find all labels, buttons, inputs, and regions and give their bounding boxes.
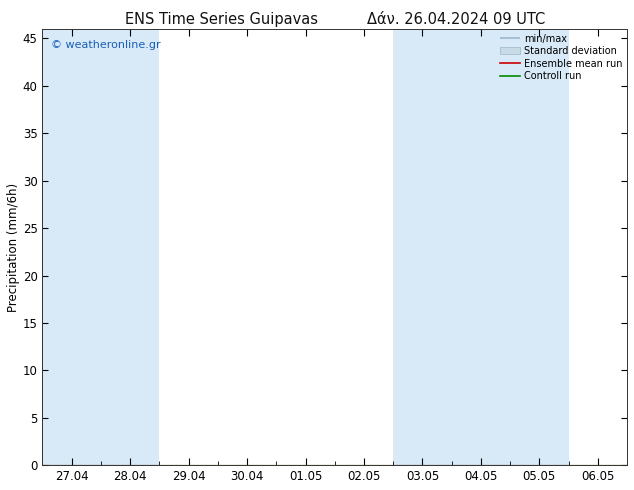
Bar [510,29,569,465]
Bar [451,29,510,465]
Text: ENS Time Series Guipavas: ENS Time Series Guipavas [126,12,318,27]
Bar [393,29,451,465]
Text: © weatheronline.gr: © weatheronline.gr [51,40,161,50]
Legend: min/max, Standard deviation, Ensemble mean run, Controll run: min/max, Standard deviation, Ensemble me… [498,32,624,83]
Bar [101,29,159,465]
Text: Δάν. 26.04.2024 09 UTC: Δάν. 26.04.2024 09 UTC [367,12,546,27]
Y-axis label: Precipitation (mm/6h): Precipitation (mm/6h) [7,183,20,312]
Bar [42,29,101,465]
